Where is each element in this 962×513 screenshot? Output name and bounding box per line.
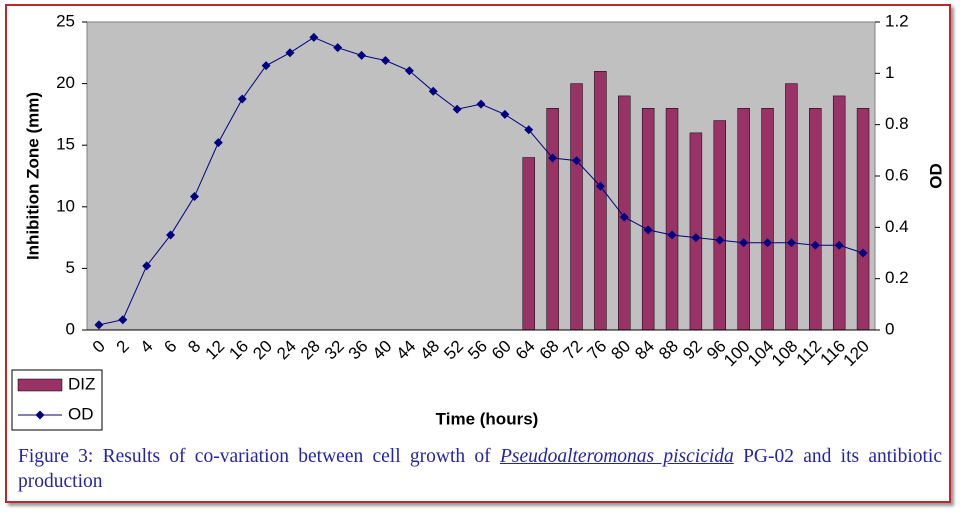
marker	[237, 94, 247, 104]
marker	[189, 192, 199, 202]
bar	[689, 132, 703, 331]
marker	[715, 235, 725, 245]
y-tick-label: 20	[56, 73, 75, 92]
y-tick-label: 5	[66, 258, 75, 277]
x-tick-label: 2	[113, 337, 133, 357]
y-tick-label: 25	[56, 11, 75, 30]
bar	[761, 107, 774, 331]
marker	[548, 153, 558, 163]
figure-caption: Figure 3: Results of co-variation betwee…	[18, 444, 942, 494]
bar	[570, 83, 583, 331]
marker	[739, 238, 749, 248]
bar	[641, 107, 655, 331]
marker	[834, 240, 844, 250]
caption-text: PG-02 and its antibiotic production	[18, 446, 943, 492]
marker	[357, 50, 367, 60]
y-axis-label: Inhibition Zone (mm)	[23, 92, 42, 260]
x-tick-label: 8	[184, 337, 204, 357]
marker	[500, 109, 510, 119]
marker	[619, 212, 629, 222]
y-tick-label: 10	[56, 196, 75, 215]
x-axis-label: Time (hours)	[436, 409, 539, 428]
chart: Time (hours) Inhibition Zone (mm) OD 0 5 1…	[11, 11, 945, 431]
marker	[261, 61, 271, 71]
marker	[213, 138, 223, 148]
marker	[810, 240, 820, 250]
legend-swatch	[17, 378, 63, 392]
x-tick-label: 0	[89, 337, 109, 357]
bar	[832, 95, 846, 331]
caption-text: Figure 3: Results of co-variation betwee…	[18, 446, 491, 467]
marker	[858, 248, 868, 258]
y2-tick-label: 0.8	[885, 114, 909, 133]
marker	[476, 99, 486, 109]
bar	[665, 107, 679, 331]
marker	[142, 261, 152, 271]
marker	[118, 315, 128, 325]
bar	[809, 107, 822, 331]
bar	[546, 107, 559, 331]
legend-label: OD	[68, 404, 94, 423]
marker	[285, 48, 295, 58]
marker	[524, 125, 534, 135]
marker	[404, 66, 414, 76]
bar	[522, 157, 535, 331]
y2-tick-label: 1.2	[885, 11, 909, 30]
marker	[452, 104, 462, 114]
legend-marker	[35, 410, 45, 420]
bar	[785, 83, 798, 331]
y2-axis-label: OD	[926, 163, 945, 189]
bar	[713, 120, 727, 331]
legend-label: DIZ	[68, 374, 95, 393]
y-tick-label: 15	[56, 135, 75, 154]
y2-tick-label: 0.6	[885, 165, 909, 184]
plot-area	[86, 21, 876, 331]
marker	[380, 56, 390, 65]
marker	[786, 238, 796, 248]
x-tick-label: 4	[137, 337, 157, 357]
marker	[643, 225, 653, 235]
y2-tick-label: 0.2	[885, 268, 909, 287]
figure-frame	[5, 4, 951, 503]
x-tick-label: 120	[840, 337, 873, 370]
y-tick-label: 0	[66, 319, 75, 338]
bar	[594, 71, 607, 331]
bar	[856, 107, 870, 331]
marker	[428, 86, 438, 96]
y2-tick-label: 1	[885, 63, 894, 82]
y2-tick-label: 0	[885, 319, 894, 338]
y2-tick-label: 0.4	[885, 217, 909, 236]
bar	[737, 107, 750, 331]
x-tick-label: 6	[160, 337, 180, 357]
marker	[94, 320, 104, 330]
marker	[572, 156, 582, 166]
marker	[595, 181, 605, 191]
marker	[166, 230, 176, 240]
marker	[309, 32, 319, 42]
caption-species: Pseudoalteromonas piscicida	[499, 446, 734, 467]
marker	[763, 238, 773, 248]
marker	[333, 43, 343, 53]
marker	[691, 233, 701, 243]
marker	[667, 230, 677, 240]
